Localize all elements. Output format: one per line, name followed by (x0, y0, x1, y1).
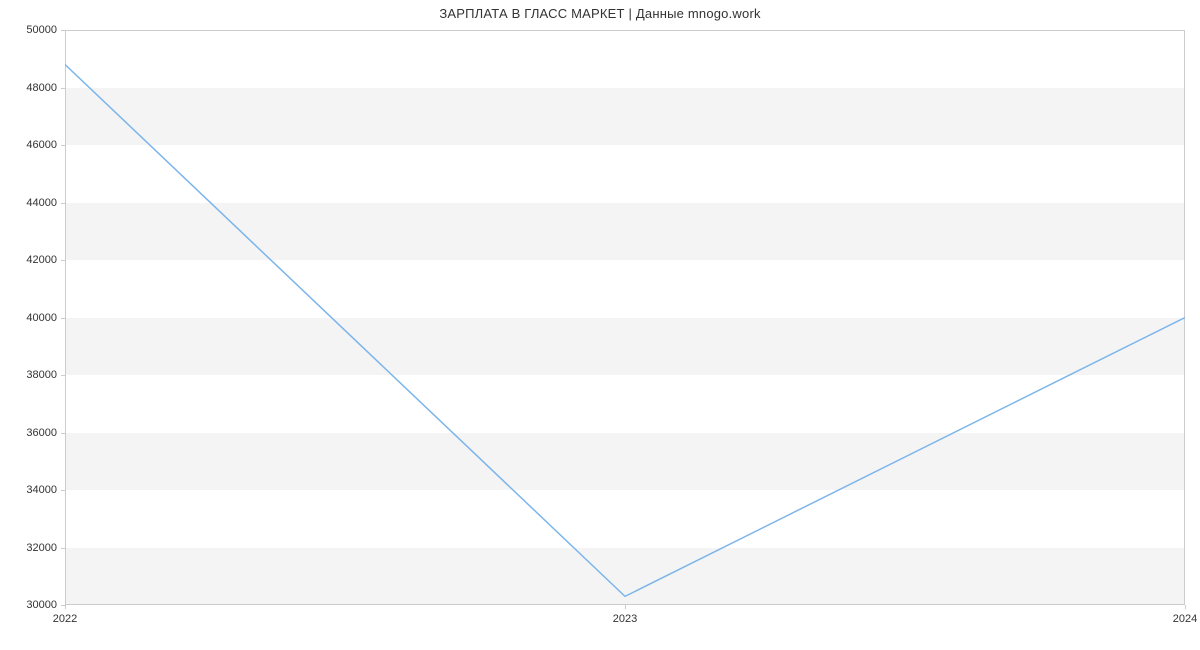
chart-title: ЗАРПЛАТА В ГЛАСС МАРКЕТ | Данные mnogo.w… (0, 6, 1200, 21)
y-tick-label: 48000 (26, 82, 57, 94)
y-tick-label: 50000 (26, 24, 57, 36)
x-tick-label: 2022 (53, 613, 77, 625)
y-tick-label: 42000 (26, 254, 57, 266)
x-tick-mark (1185, 605, 1186, 609)
y-tick-label: 38000 (26, 369, 57, 381)
y-tick-mark (61, 318, 65, 319)
line-layer (65, 30, 1185, 605)
y-tick-mark (61, 375, 65, 376)
x-tick-label: 2024 (1173, 613, 1197, 625)
y-tick-mark (61, 490, 65, 491)
y-tick-mark (61, 433, 65, 434)
salary-chart: ЗАРПЛАТА В ГЛАСС МАРКЕТ | Данные mnogo.w… (0, 0, 1200, 650)
y-tick-label: 36000 (26, 427, 57, 439)
y-tick-mark (61, 30, 65, 31)
y-tick-mark (61, 88, 65, 89)
y-tick-label: 46000 (26, 139, 57, 151)
y-tick-mark (61, 548, 65, 549)
x-tick-label: 2023 (613, 613, 637, 625)
x-tick-mark (625, 605, 626, 609)
series-line-salary (65, 65, 1185, 597)
y-tick-label: 32000 (26, 542, 57, 554)
y-tick-label: 44000 (26, 197, 57, 209)
x-tick-mark (65, 605, 66, 609)
y-tick-label: 30000 (26, 599, 57, 611)
y-tick-mark (61, 260, 65, 261)
y-tick-label: 40000 (26, 312, 57, 324)
plot-area: 3000032000340003600038000400004200044000… (65, 30, 1185, 605)
y-tick-label: 34000 (26, 484, 57, 496)
y-tick-mark (61, 203, 65, 204)
y-tick-mark (61, 145, 65, 146)
